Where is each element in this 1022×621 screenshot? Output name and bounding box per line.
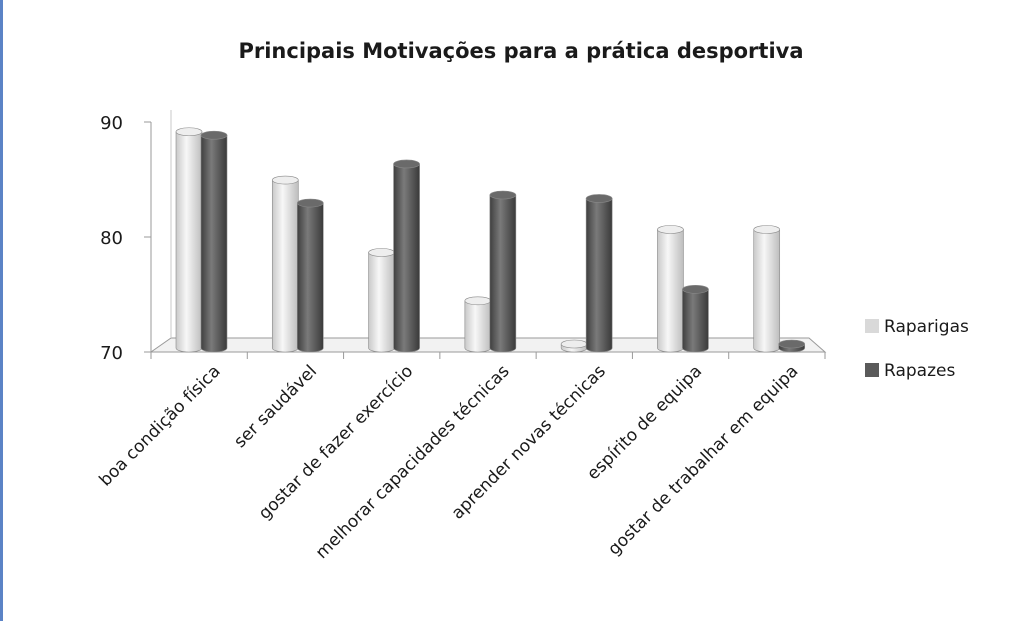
x-label-gostar-de-fazer-exercicio: gostar de fazer exercício xyxy=(255,361,417,523)
bar-rapazes-gostar-de-fazer-exercicio xyxy=(393,159,420,353)
x-label-ser-saudavel: ser saudável xyxy=(230,361,321,452)
legend-swatch-raparigas xyxy=(865,319,879,333)
bars xyxy=(175,127,806,353)
y-tick-label: 70 xyxy=(100,343,123,364)
legend: Raparigas Rapazes xyxy=(865,317,969,381)
bar-raparigas-gostar-de-fazer-exercicio xyxy=(368,248,395,353)
chart: Principais Motivações para a prática des… xyxy=(96,39,969,563)
bar-raparigas-boa-condicao-fisica xyxy=(175,127,203,353)
bar-raparigas-aprender-novas-tecnicas xyxy=(560,339,588,353)
chart-title: Principais Motivações para a prática des… xyxy=(238,39,803,63)
legend-label-rapazes: Rapazes xyxy=(884,361,955,381)
legend-label-raparigas: Raparigas xyxy=(884,317,969,337)
bar-rapazes-aprender-novas-tecnicas xyxy=(585,194,613,353)
bar-rapazes-gostar-de-trabalhar-em-equipa xyxy=(778,339,806,353)
x-label-boa-condicao-fisica: boa condição física xyxy=(96,361,225,490)
bar-raparigas-ser-saudavel xyxy=(271,175,299,353)
legend-swatch-rapazes xyxy=(865,363,879,377)
y-tick-label: 80 xyxy=(100,228,123,249)
x-label-melhorar-capacidades-tecnicas: melhorar capacidades técnicas xyxy=(312,361,514,563)
bar-raparigas-melhorar-capacidades-tecnicas xyxy=(464,296,492,353)
x-ticks xyxy=(150,352,826,359)
bar-raparigas-espirito-de-equipa xyxy=(657,225,684,353)
bar-rapazes-melhorar-capacidades-tecnicas xyxy=(489,190,517,353)
y-ticks: 70 80 90 xyxy=(100,113,151,364)
bar-rapazes-boa-condicao-fisica xyxy=(200,130,228,353)
bar-rapazes-espirito-de-equipa xyxy=(682,284,709,353)
bar-rapazes-ser-saudavel xyxy=(296,198,324,353)
x-label-aprender-novas-tecnicas: aprender novas técnicas xyxy=(448,361,610,523)
bar-raparigas-gostar-de-trabalhar-em-equipa xyxy=(753,225,781,353)
y-tick-label: 90 xyxy=(100,113,123,134)
x-label-gostar-de-trabalhar-em-equipa: gostar de trabalhar em equipa xyxy=(604,361,802,559)
